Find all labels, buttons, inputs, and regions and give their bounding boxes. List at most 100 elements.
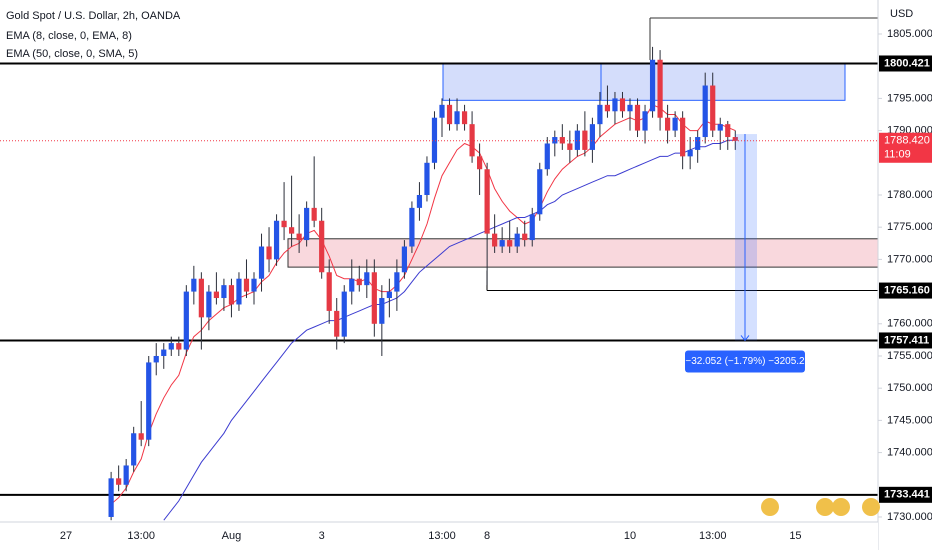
x-tick-label: 13:00 bbox=[699, 530, 727, 542]
level-label-box bbox=[879, 332, 932, 349]
y-tick-label: 1755.000 bbox=[887, 350, 932, 362]
zone bbox=[442, 62, 846, 101]
candle-body bbox=[304, 207, 310, 241]
measure-area bbox=[735, 134, 757, 341]
level-label: 1765.160 bbox=[884, 284, 930, 296]
candle-body bbox=[597, 104, 603, 125]
candle-body bbox=[612, 98, 618, 112]
candle-body bbox=[371, 272, 377, 324]
candle-body bbox=[672, 117, 678, 131]
candle-body bbox=[461, 111, 468, 125]
candle-body bbox=[183, 291, 189, 350]
candle-body bbox=[364, 272, 370, 286]
candle-body bbox=[258, 246, 265, 279]
candle-body bbox=[484, 169, 490, 234]
last-price-box bbox=[879, 132, 932, 163]
candle-body bbox=[409, 207, 415, 247]
candle-body bbox=[627, 104, 633, 112]
candle-body bbox=[289, 227, 295, 234]
candle-body bbox=[221, 285, 227, 299]
candle-body bbox=[604, 104, 611, 112]
candle-body bbox=[559, 137, 565, 144]
candle-body bbox=[725, 124, 731, 138]
legend-entry: EMA (8, close, 0, EMA, 8) bbox=[6, 30, 132, 42]
candle-body bbox=[416, 194, 423, 208]
candle-body bbox=[123, 465, 129, 485]
candle-body bbox=[394, 272, 400, 292]
candle-body bbox=[379, 298, 385, 324]
candle-body bbox=[544, 143, 550, 170]
candle-body bbox=[206, 291, 212, 318]
plot-area: −32.052 (−1.79%) −3205.2 bbox=[0, 17, 879, 521]
candle-body bbox=[477, 156, 483, 170]
candle-body bbox=[499, 240, 505, 247]
candle-body bbox=[589, 124, 595, 150]
x-tick-label: 15 bbox=[789, 530, 801, 542]
candle-body bbox=[446, 104, 453, 125]
candle-body bbox=[326, 272, 332, 311]
level-label: 1733.441 bbox=[884, 489, 930, 501]
y-tick-label: 1760.000 bbox=[887, 318, 932, 330]
candle-body bbox=[281, 220, 287, 228]
candle-body bbox=[657, 59, 663, 118]
candle-body bbox=[439, 104, 445, 118]
candle-body bbox=[582, 130, 588, 150]
last-price-label: 1788.420 bbox=[884, 135, 930, 147]
event-icon bbox=[862, 498, 880, 516]
candle-body bbox=[552, 137, 558, 144]
chart-title: Gold Spot / U.S. Dollar, 2h, OANDA bbox=[6, 10, 181, 22]
candle-body bbox=[356, 278, 362, 286]
x-tick-label: 13:00 bbox=[127, 530, 155, 542]
x-tick-label: 3 bbox=[319, 530, 325, 542]
y-tick-label: 1780.000 bbox=[887, 189, 932, 201]
x-tick-label: Aug bbox=[222, 530, 242, 542]
candle-body bbox=[717, 124, 723, 131]
event-icons bbox=[761, 498, 880, 516]
measure-label-box bbox=[685, 350, 805, 373]
candle-body bbox=[108, 478, 114, 517]
y-tick-label: 1795.000 bbox=[887, 92, 932, 104]
candle-body bbox=[191, 278, 197, 292]
candle-body bbox=[341, 291, 347, 337]
event-icon bbox=[816, 498, 834, 516]
candle-body bbox=[424, 162, 430, 195]
candle-body bbox=[349, 278, 355, 292]
x-tick-label: 13:00 bbox=[428, 530, 456, 542]
indicator-line bbox=[110, 104, 736, 505]
event-icon bbox=[761, 498, 779, 516]
y-tick-label: 1775.000 bbox=[887, 221, 932, 233]
candle-body bbox=[431, 117, 438, 163]
candle-body bbox=[710, 85, 716, 131]
candle-body bbox=[454, 111, 460, 125]
candle-body bbox=[228, 285, 235, 305]
y-tick-label: 1805.000 bbox=[887, 28, 932, 40]
level-label: 1800.421 bbox=[884, 57, 930, 69]
candle-body bbox=[153, 355, 159, 363]
candle-body bbox=[619, 98, 626, 112]
candle-body bbox=[680, 117, 686, 157]
candle-body bbox=[251, 278, 257, 292]
candle-body bbox=[176, 343, 182, 350]
candle-body bbox=[161, 349, 167, 356]
indicator-line bbox=[163, 139, 736, 521]
candle-body bbox=[649, 59, 656, 112]
time-axis bbox=[0, 522, 878, 550]
candle-body bbox=[273, 220, 280, 260]
countdown: 11:09 bbox=[884, 149, 911, 161]
y-tick-label: 1730.000 bbox=[887, 511, 932, 523]
candle-body bbox=[507, 240, 513, 247]
y-tick-label: 1745.000 bbox=[887, 414, 932, 426]
candle-body bbox=[319, 220, 325, 273]
level-label-box bbox=[879, 55, 932, 72]
level-label-box bbox=[879, 486, 932, 503]
candle-body bbox=[311, 207, 317, 221]
candle-body bbox=[702, 85, 708, 138]
price-axis bbox=[878, 0, 932, 550]
x-tick-label: 27 bbox=[60, 530, 72, 542]
candle-body bbox=[266, 246, 272, 260]
candle-body bbox=[695, 137, 701, 150]
candle-body bbox=[386, 291, 392, 299]
y-tick-label: 1750.000 bbox=[887, 382, 932, 394]
candle-body bbox=[522, 233, 528, 241]
